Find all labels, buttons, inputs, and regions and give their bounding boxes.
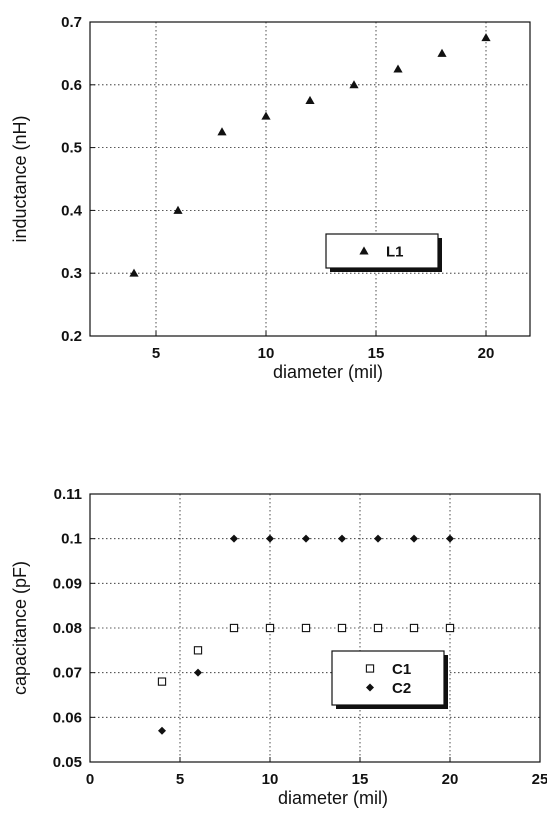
c2-point xyxy=(158,726,166,735)
inductance-plot-frame xyxy=(89,21,531,337)
y-tick-label: 0.1 xyxy=(61,531,82,548)
x-tick-label: 10 xyxy=(262,771,279,788)
legend-label-c1: C1 xyxy=(392,661,411,678)
y-tick-label: 0.5 xyxy=(61,140,82,157)
x-tick-label: 20 xyxy=(442,771,459,788)
l1-point xyxy=(217,127,227,136)
c1-point xyxy=(445,623,455,633)
c2-point xyxy=(374,534,382,543)
l1-point xyxy=(173,205,183,214)
x-tick-label: 5 xyxy=(152,345,160,362)
inductance-chart: 5 10 15 20 0.2 0.3 0.4 0.5 0.6 0.7 diameter (mil… xyxy=(10,14,531,382)
legend-markers xyxy=(365,664,375,692)
inductance-gridlines xyxy=(90,22,530,336)
c1-point xyxy=(193,646,203,655)
y-tick-label: 0.3 xyxy=(61,265,82,282)
x-tick-label: 15 xyxy=(368,345,385,362)
y-tick-label: 0.08 xyxy=(53,620,82,637)
x-tick-label: 5 xyxy=(176,771,184,788)
x-tick-label: 10 xyxy=(258,345,275,362)
c2-point xyxy=(338,534,346,543)
y-tick-label: 0.09 xyxy=(53,575,82,592)
c1-point xyxy=(301,623,311,633)
c2-point xyxy=(410,534,418,543)
l1-point xyxy=(129,268,139,277)
c1-point xyxy=(157,677,167,686)
l1-point xyxy=(481,33,491,42)
c2-point xyxy=(302,534,310,543)
x-tick-label: 25 xyxy=(532,771,547,788)
y-tick-label: 0.4 xyxy=(61,202,83,219)
capacitance-y-axis-label: capacitance (pF) xyxy=(10,561,30,695)
legend-box xyxy=(331,650,445,706)
capacitance-chart: 0 5 10 15 20 25 0.05 0.06 0.07 0.08 0.09 0.1 0.11 d… xyxy=(10,486,547,808)
c1-point xyxy=(265,623,275,633)
y-tick-label: 0.05 xyxy=(53,754,82,771)
c2-point xyxy=(230,534,238,543)
legend-markers xyxy=(359,246,369,255)
y-tick-label: 0.7 xyxy=(61,14,82,31)
c2-point xyxy=(446,534,454,543)
inductance-points xyxy=(129,33,491,277)
capacitance-legend: C1 C2 xyxy=(331,650,448,709)
c2-point xyxy=(194,668,202,677)
inductance-x-ticks: 5 10 15 20 xyxy=(152,331,495,362)
inductance-legend: L1 xyxy=(325,233,442,272)
capacitance-y-ticks: 0.05 0.06 0.07 0.08 0.09 0.1 0.11 xyxy=(53,486,95,771)
legend-c1-marker xyxy=(365,664,375,673)
l1-point xyxy=(305,95,315,104)
l1-point xyxy=(393,64,403,73)
c2-point xyxy=(266,534,274,543)
x-tick-label: 0 xyxy=(86,771,94,788)
l1-point xyxy=(349,80,359,89)
y-tick-label: 0.2 xyxy=(61,328,82,345)
legend-label-l1: L1 xyxy=(386,244,404,261)
capacitance-points xyxy=(157,534,455,735)
legend-l1-marker xyxy=(359,246,369,255)
c1-point xyxy=(337,623,347,633)
y-tick-label: 0.06 xyxy=(53,709,82,726)
capacitance-x-ticks: 0 5 10 15 20 25 xyxy=(86,757,547,788)
inductance-x-axis-label: diameter (mil) xyxy=(273,362,383,382)
l1-point xyxy=(437,48,447,57)
legend-box xyxy=(325,233,439,269)
l1-point xyxy=(261,111,271,120)
capacitance-gridlines xyxy=(90,494,540,762)
c1-point xyxy=(229,623,239,633)
c1-point xyxy=(373,623,383,633)
inductance-y-ticks: 0.2 0.3 0.4 0.5 0.6 0.7 xyxy=(61,14,95,345)
capacitance-x-axis-label: diameter (mil) xyxy=(278,788,388,808)
y-tick-label: 0.6 xyxy=(61,77,82,94)
x-tick-label: 15 xyxy=(352,771,369,788)
x-tick-label: 20 xyxy=(478,345,495,362)
legend-label-c2: C2 xyxy=(392,680,411,697)
y-tick-label: 0.07 xyxy=(53,665,82,682)
y-tick-label: 0.11 xyxy=(54,486,82,503)
inductance-y-axis-label: inductance (nH) xyxy=(10,115,30,242)
legend-c2-marker xyxy=(366,683,374,692)
c1-point xyxy=(409,623,419,633)
